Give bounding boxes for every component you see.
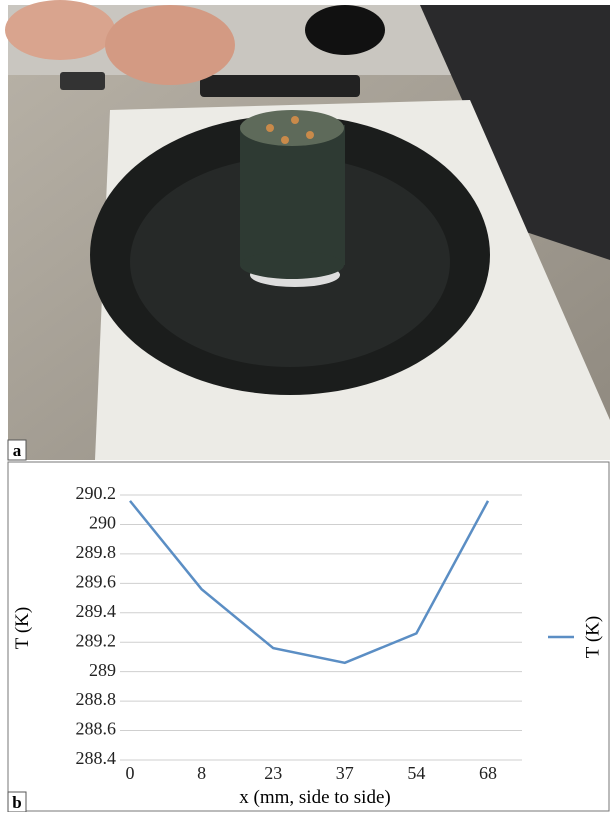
y-tick-label: 288.6 (76, 719, 117, 739)
y-tick-label: 289.4 (76, 601, 117, 621)
photo: a (5, 0, 610, 460)
page: {"panels": {"a": "a", "b": "b"}, "chart_… (0, 0, 610, 812)
y-tick-label: 289.8 (76, 542, 117, 562)
x-tick-label: 0 (126, 763, 135, 783)
y-tick-label: 290 (89, 513, 116, 533)
x-tick-label: 37 (336, 763, 354, 783)
legend-label: T (K) (582, 616, 603, 658)
y-tick-label: 289.2 (76, 630, 117, 650)
x-tick-label: 23 (264, 763, 282, 783)
x-tick-label: 68 (479, 763, 497, 783)
y-tick-label: 289.6 (76, 571, 117, 591)
figure: a b T (K) x (mm, side to side) 288.4 288.… (0, 0, 610, 812)
y-tick-label: 289 (89, 660, 116, 680)
x-tick-label: 54 (407, 763, 425, 783)
y-tick-label: 290.2 (76, 483, 117, 503)
panel-label: a (13, 441, 22, 460)
x-axis-label: x (mm, side to side) (239, 787, 390, 808)
panel-label: b (12, 793, 21, 812)
y-axis-label: T (K) (12, 607, 33, 649)
y-tick-label: 288.8 (76, 689, 117, 709)
y-tick-label: 288.4 (76, 748, 117, 768)
x-tick-label: 8 (197, 763, 206, 783)
